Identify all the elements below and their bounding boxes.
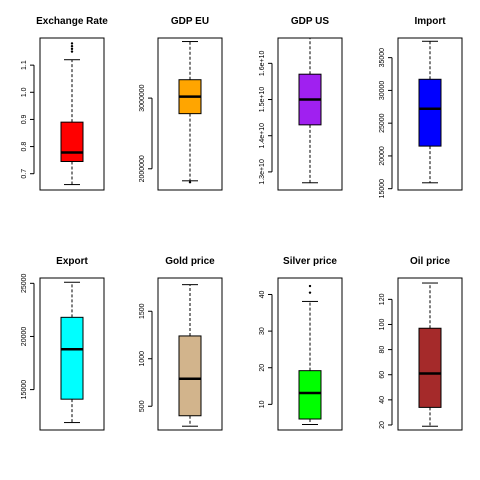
iqr-box: [298, 370, 322, 420]
outlier-point: [70, 44, 74, 48]
iqr-box: [60, 121, 84, 163]
y-tick-label: 15000: [379, 179, 386, 199]
outlier-point: [70, 50, 74, 53]
boxplot-panel: Oil price 20 40 60 80 100 120: [379, 256, 463, 431]
y-tick-label: 30000: [379, 81, 386, 101]
y-tick-label: 500: [139, 400, 146, 412]
boxplot-panel: Exchange Rate 0.7 0.8 0.9 1.0 1.1: [21, 16, 108, 191]
panel-title: Exchange Rate: [36, 16, 108, 27]
panel-title: Gold price: [165, 256, 215, 267]
y-tick-label: 0.8: [21, 142, 28, 152]
y-tick-label: 120: [379, 293, 386, 305]
y-tick-label: 1.4e+10: [259, 123, 266, 149]
iqr-box: [418, 78, 442, 147]
y-tick-label: 20000: [379, 146, 386, 166]
boxplot-panel: Gold price 500 1000 1500: [139, 256, 223, 431]
y-tick-label: 20000: [21, 327, 28, 347]
y-tick-label: 80: [379, 346, 386, 354]
outlier-point: [188, 181, 192, 184]
plot-frame: [157, 277, 223, 431]
plot-frame: [397, 277, 463, 431]
y-tick-label: 0.9: [21, 114, 28, 124]
y-tick-label: 100: [379, 319, 386, 331]
y-tick-label: 3000000: [139, 84, 146, 111]
y-tick-label: 2000000: [139, 155, 146, 182]
outlier-point: [70, 47, 74, 51]
y-tick-label: 30: [259, 327, 266, 335]
boxplot-panel: Import 15000 20000 25000 30000 35000: [379, 16, 463, 199]
y-tick-label: 1000: [139, 351, 146, 367]
outlier-point: [70, 42, 74, 45]
y-tick-label: 25000: [379, 113, 386, 133]
y-tick-label: 40: [259, 290, 266, 298]
y-tick-label: 1.6e+10: [259, 50, 266, 76]
outlier-point: [308, 291, 312, 294]
iqr-box: [418, 327, 442, 408]
plot-frame: [39, 37, 105, 191]
y-tick-label: 1.3e+10: [259, 159, 266, 185]
panel-title: Import: [414, 16, 446, 27]
iqr-box: [60, 316, 84, 400]
plot-frame: [277, 277, 343, 431]
y-tick-label: 60: [379, 371, 386, 379]
y-tick-label: 35000: [379, 48, 386, 68]
plot-frame: [397, 37, 463, 191]
iqr-box: [178, 335, 202, 417]
panel-title: Export: [56, 256, 88, 267]
y-tick-label: 25000: [21, 273, 28, 293]
boxplot-panel: Silver price 10 20 30 40: [259, 256, 343, 431]
boxplot-panel: GDP US 1.3e+10 1.4e+10 1.5e+10 1.6e+10: [259, 16, 343, 191]
y-tick-label: 1.5e+10: [259, 87, 266, 113]
y-tick-label: 1.1: [21, 60, 28, 70]
plot-frame: [39, 277, 105, 431]
y-tick-label: 1.0: [21, 87, 28, 97]
outlier-point: [308, 284, 312, 288]
plot-frame: [157, 37, 223, 191]
boxplot-panel: GDP EU 2000000 3000000: [139, 16, 223, 191]
boxplot-panel: Export 15000 20000 25000: [21, 256, 105, 431]
y-tick-label: 15000: [21, 380, 28, 400]
panel-title: Oil price: [410, 256, 450, 267]
y-tick-label: 20: [379, 421, 386, 429]
panel-title: Silver price: [283, 256, 337, 267]
panel-title: GDP US: [291, 16, 329, 27]
y-tick-label: 0.7: [21, 169, 28, 179]
y-tick-label: 1500: [139, 303, 146, 319]
y-tick-label: 20: [259, 364, 266, 372]
panel-title: GDP EU: [171, 16, 209, 27]
y-tick-label: 10: [259, 400, 266, 408]
y-tick-label: 40: [379, 396, 386, 404]
